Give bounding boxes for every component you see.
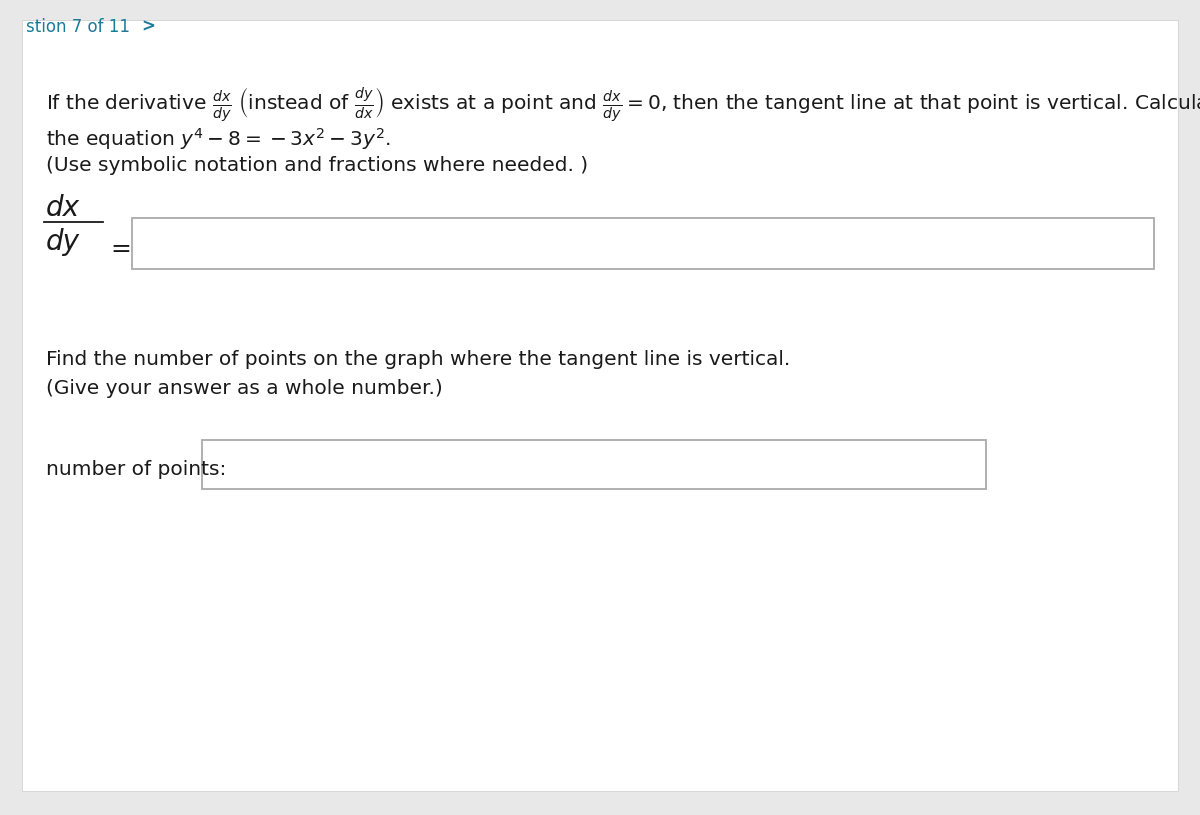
Text: Find the number of points on the graph where the tangent line is vertical.: Find the number of points on the graph w… <box>46 350 790 369</box>
Text: If the derivative $\frac{dx}{dy}$ $\left(\mathrm{instead\ of\ }\frac{dy}{dx}\rig: If the derivative $\frac{dx}{dy}$ $\left… <box>46 86 1200 124</box>
Text: >: > <box>142 18 156 36</box>
Text: (Give your answer as a whole number.): (Give your answer as a whole number.) <box>46 379 443 398</box>
Text: (Use symbolic notation and fractions where needed. ): (Use symbolic notation and fractions whe… <box>46 156 588 175</box>
Text: stion 7 of 11: stion 7 of 11 <box>26 18 131 36</box>
Text: dx: dx <box>46 194 79 222</box>
Text: the equation $y^4 - 8 = -3x^2 - 3y^2$.: the equation $y^4 - 8 = -3x^2 - 3y^2$. <box>46 126 391 152</box>
Text: =: = <box>110 236 131 261</box>
Text: dy: dy <box>46 228 79 256</box>
Text: number of points:: number of points: <box>46 460 226 479</box>
